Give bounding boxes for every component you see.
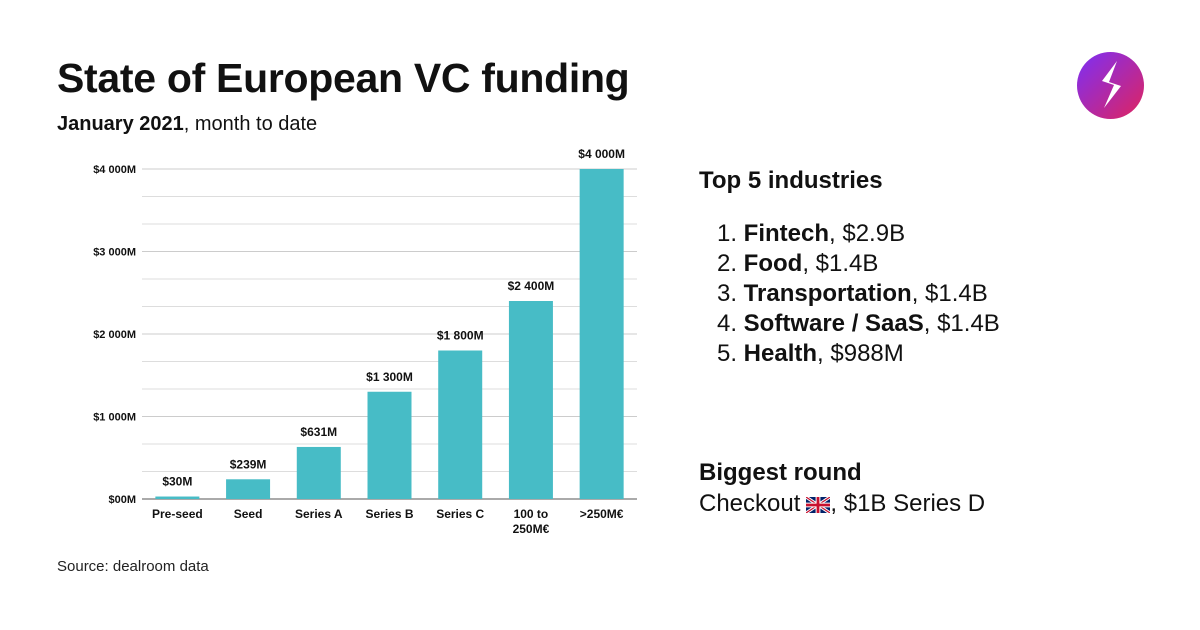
bar-value-label: $1 300M xyxy=(366,370,413,384)
bar-value-label: $1 800M xyxy=(437,329,484,343)
bar xyxy=(508,301,553,499)
industry-name: Food xyxy=(743,250,803,277)
bar xyxy=(438,350,483,499)
industry-item: 3. Transportation, $1.4B xyxy=(699,279,1000,309)
x-tick-label: Series A xyxy=(295,507,343,521)
biggest-round-detail: , $1B Series D xyxy=(830,490,986,517)
page-title: State of European VC funding xyxy=(57,55,630,101)
industry-item: 1. Fintech, $2.9B xyxy=(699,219,1000,249)
bar xyxy=(579,169,624,499)
bolt-logo-icon xyxy=(1077,52,1144,119)
bar xyxy=(155,496,200,499)
uk-flag-icon xyxy=(806,497,831,513)
y-tick-label: $2 000M xyxy=(93,329,136,341)
bar-value-label: $2 400M xyxy=(508,279,555,293)
industry-rank: 1. xyxy=(716,220,737,247)
x-tick-label: 250M€ xyxy=(513,522,550,536)
industry-name: Fintech xyxy=(743,220,830,247)
bar xyxy=(296,446,341,499)
industry-value: , $2.9B xyxy=(829,220,906,247)
y-tick-label: $00M xyxy=(108,494,136,506)
industry-rank: 2. xyxy=(716,250,737,277)
bar-value-label: $239M xyxy=(230,457,267,471)
industries-heading: Top 5 industries xyxy=(699,167,883,194)
industry-name: Software / SaaS xyxy=(743,310,924,337)
industry-rank: 5. xyxy=(716,340,737,367)
biggest-round-text: Checkout , $1B Series D xyxy=(699,490,985,518)
industry-item: 4. Software / SaaS, $1.4B xyxy=(699,309,1000,339)
industry-rank: 3. xyxy=(716,280,737,307)
bar xyxy=(226,479,271,499)
industry-value: , $1.4B xyxy=(911,280,988,307)
industry-value: , $988M xyxy=(817,340,904,367)
bar-value-label: $4 000M xyxy=(578,147,625,161)
y-tick-label: $4 000M xyxy=(93,164,136,176)
x-tick-label: Seed xyxy=(234,507,263,521)
industries-list: 1. Fintech, $2.9B 2. Food, $1.4B 3. Tran… xyxy=(699,219,1000,369)
industry-value: , $1.4B xyxy=(802,250,879,277)
funding-bar-chart: $00M $1 000M $2 000M $3 000M $4 000M $30M Pre-… xyxy=(93,147,637,536)
biggest-round-heading: Biggest round xyxy=(699,459,862,486)
industry-item: 5. Health, $988M xyxy=(699,339,1000,369)
subtitle-date: January 2021 xyxy=(57,113,184,135)
x-tick-label: Pre-seed xyxy=(152,507,203,521)
y-tick-label: $1 000M xyxy=(93,412,136,424)
bar-value-label: $30M xyxy=(162,475,192,489)
industry-name: Transportation xyxy=(743,280,912,307)
industry-value: , $1.4B xyxy=(923,310,1000,337)
page-subtitle: January 2021, month to date xyxy=(57,112,317,136)
x-tick-label: >250M€ xyxy=(580,507,624,521)
x-tick-label: Series C xyxy=(436,507,484,521)
bar xyxy=(367,391,412,499)
source-note: Source: dealroom data xyxy=(57,558,209,575)
biggest-round-company: Checkout xyxy=(699,490,801,517)
x-tick-label: Series B xyxy=(365,507,413,521)
x-tick-label: 100 to xyxy=(514,507,549,521)
subtitle-rest: , month to date xyxy=(183,113,318,135)
y-tick-label: $3 000M xyxy=(93,247,136,259)
industry-item: 2. Food, $1.4B xyxy=(699,249,1000,279)
industry-name: Health xyxy=(743,340,818,367)
bar-value-label: $631M xyxy=(300,425,337,439)
industry-rank: 4. xyxy=(716,310,737,337)
